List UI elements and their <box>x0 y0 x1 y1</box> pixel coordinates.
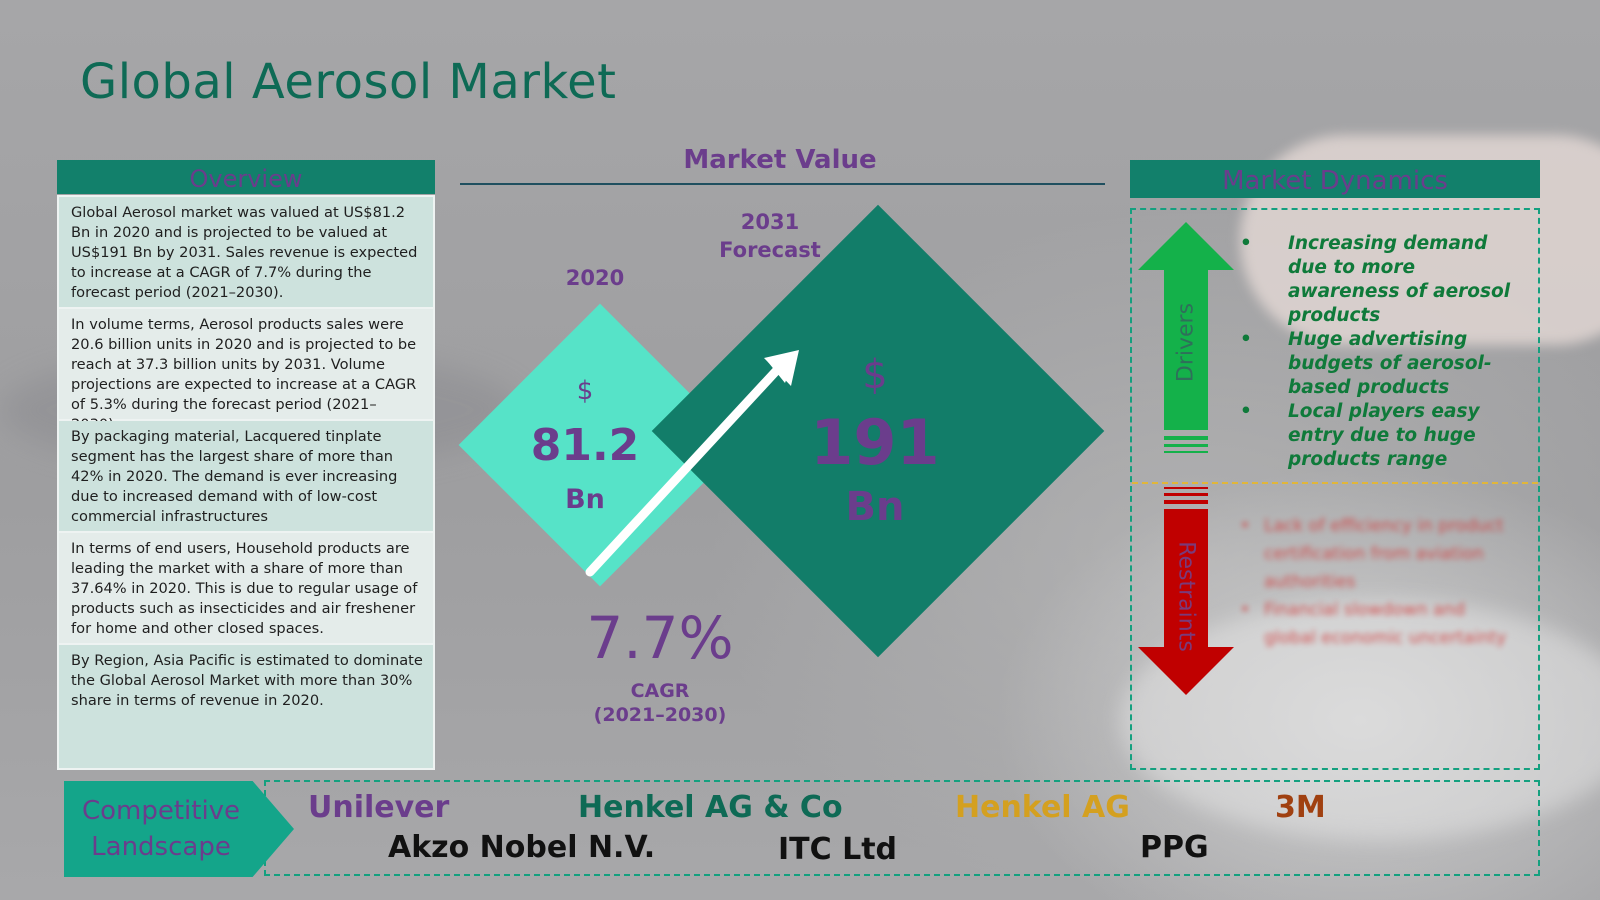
competitive-label-line2: Landscape <box>91 832 231 862</box>
restraints-down-arrow-icon <box>1138 487 1234 695</box>
overview-header: Overview <box>57 160 435 194</box>
restraints-label: Restraints <box>1173 541 1199 652</box>
unit-2031: Bn <box>845 484 905 530</box>
market-value-header: Market Value <box>683 145 877 175</box>
drivers-list: Increasing demand due to more awareness … <box>1238 232 1528 472</box>
cagr-label: CAGR <box>630 680 690 702</box>
dynamics-separator <box>1132 482 1538 484</box>
competitive-label-line1: Competitive <box>81 796 241 826</box>
company-name: Henkel AG & Co <box>578 790 843 825</box>
overview-item: Global Aerosol market was valued at US$8… <box>59 197 433 307</box>
driver-item: Local players easy entry due to huge pro… <box>1238 400 1528 472</box>
value-2020: 81.2 <box>530 420 640 471</box>
drivers-up-arrow-icon <box>1138 222 1234 453</box>
year-2020-label: 2020 <box>565 266 625 290</box>
value-2031: 191 <box>810 406 940 479</box>
restraints-list: Lack of efficiency in product certificat… <box>1240 512 1520 652</box>
overview-item: In terms of end users, Household product… <box>59 533 433 643</box>
unit-2020: Bn <box>565 484 605 515</box>
restraint-item: Lack of efficiency in product certificat… <box>1240 512 1520 596</box>
driver-item: Increasing demand due to more awareness … <box>1238 232 1528 328</box>
company-name: 3M <box>1275 790 1326 825</box>
overview-panel: Global Aerosol market was valued at US$8… <box>57 195 435 770</box>
company-name: Unilever <box>308 790 450 825</box>
drivers-label: Drivers <box>1173 302 1199 383</box>
overview-item: In volume terms, Aerosol products sales … <box>59 309 433 433</box>
overview-item: By Region, Asia Pacific is estimated to … <box>59 645 433 768</box>
company-name: PPG <box>1140 830 1209 865</box>
driver-item: Huge advertising budgets of aerosol-base… <box>1238 328 1528 400</box>
restraint-item: Financial slowdown and global economic u… <box>1240 596 1520 652</box>
forecast-label: Forecast <box>719 238 821 262</box>
page-title: Global Aerosol Market <box>80 54 617 110</box>
market-dynamics-header: Market Dynamics <box>1130 160 1540 198</box>
cagr-value: 7.7% <box>586 604 734 672</box>
company-name: ITC Ltd <box>778 832 898 867</box>
year-2031-label: 2031 <box>740 210 800 234</box>
company-name: Akzo Nobel N.V. <box>388 830 656 865</box>
cagr-period: (2021–2030) <box>593 704 727 726</box>
currency-symbol-2020: $ <box>576 376 594 406</box>
market-dynamics-panel <box>1130 208 1540 770</box>
currency-symbol-2031: $ <box>862 352 888 398</box>
market-value-divider <box>460 183 1105 185</box>
company-name: Henkel AG <box>955 790 1130 825</box>
overview-item: By packaging material, Lacquered tinplat… <box>59 421 433 531</box>
competitive-landscape-tag: Competitive Landscape <box>64 781 294 877</box>
